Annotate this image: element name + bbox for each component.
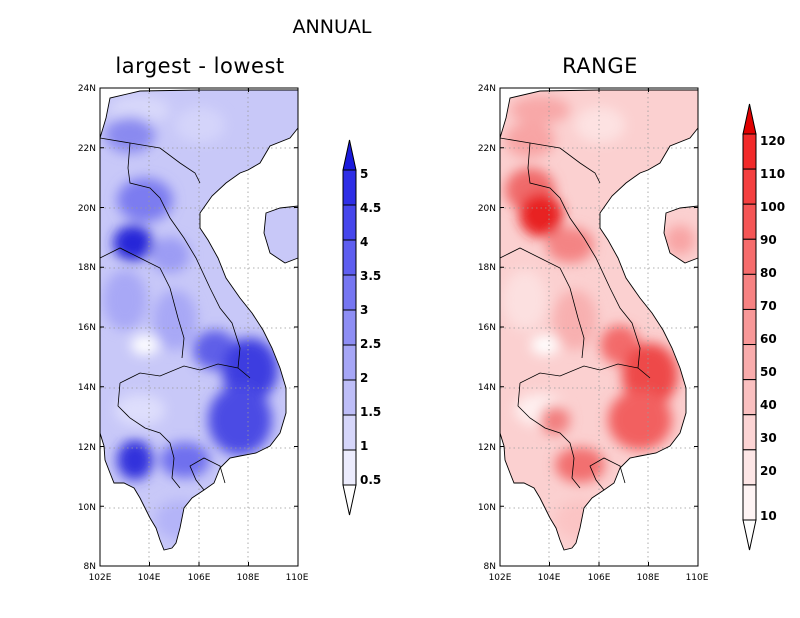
left-map-ticks (99, 87, 299, 567)
colorbar-swatch (342, 379, 357, 416)
left-colorbar-label: 0.5 (360, 473, 381, 487)
left-colorbar (342, 139, 357, 516)
left-lat-label: 22N (78, 144, 96, 154)
right-lon-label: 104E (538, 573, 561, 583)
colorbar-arrow-bottom (342, 484, 357, 516)
right-map-panel: 24N 22N 20N 18N 16N 14N 12N 10N 8N 102E … (478, 84, 785, 583)
right-lat-label: 18N (478, 263, 496, 273)
left-map-borders (99, 137, 251, 491)
right-colorbar-label: 40 (760, 398, 777, 412)
right-colorbar-label: 70 (760, 299, 777, 313)
right-lon-label: 106E (588, 573, 611, 583)
colorbar-swatch (342, 449, 357, 486)
colorbar-swatch (742, 168, 757, 205)
right-map-gridlines (500, 88, 698, 566)
colorbar-swatch (742, 203, 757, 240)
left-lon-label: 106E (188, 573, 211, 583)
left-colorbar-label: 4.5 (360, 201, 381, 215)
colorbar-swatch (742, 308, 757, 346)
left-colorbar-label: 2 (360, 371, 368, 385)
left-lat-label: 14N (78, 383, 96, 393)
right-map-coastline (499, 89, 699, 551)
left-colorbar-label: 3.5 (360, 269, 381, 283)
colorbar-swatch (742, 133, 757, 170)
right-colorbar-label: 80 (760, 266, 777, 280)
colorbar-swatch (342, 169, 357, 206)
left-colorbar-label: 5 (360, 167, 368, 181)
left-lat-label: 24N (78, 84, 96, 94)
left-lat-labels: 24N 22N 20N 18N 16N 14N 12N 10N 8N (78, 84, 96, 572)
colorbar-swatch (742, 344, 757, 381)
left-lat-label: 20N (78, 204, 96, 214)
left-map-coastline (99, 89, 299, 551)
left-lon-label: 108E (237, 573, 260, 583)
right-lat-label: 20N (478, 204, 496, 214)
left-colorbar-label: 3 (360, 303, 368, 317)
colorbar-arrow-bottom (742, 519, 757, 551)
left-colorbar-label: 1.5 (360, 405, 381, 419)
right-lat-label: 8N (484, 562, 496, 572)
right-lat-label: 12N (478, 443, 496, 453)
right-lat-label: 16N (478, 323, 496, 333)
right-panel-title: RANGE (562, 54, 638, 78)
colorbar-swatch (342, 204, 357, 241)
left-lat-label: 18N (78, 263, 96, 273)
left-colorbar-labels: 5 4.5 4 3.5 3 2.5 2 1.5 1 0.5 (360, 167, 381, 487)
left-lat-label: 12N (78, 443, 96, 453)
left-lon-label: 110E (286, 573, 309, 583)
right-lon-label: 102E (489, 573, 512, 583)
left-lon-label: 104E (138, 573, 161, 583)
right-colorbar-label: 50 (760, 365, 777, 379)
colorbar-swatch (342, 274, 357, 311)
right-colorbar-label: 60 (760, 332, 777, 346)
right-map-ticks (499, 87, 699, 567)
right-map-borders (499, 137, 651, 491)
colorbar-swatch (342, 239, 357, 276)
right-colorbar (742, 103, 757, 551)
colorbar-swatch (342, 309, 357, 346)
right-lat-label: 14N (478, 383, 496, 393)
right-colorbar-label: 90 (760, 233, 777, 247)
left-lat-label: 10N (78, 503, 96, 513)
left-lon-label: 102E (89, 573, 112, 583)
right-lat-label: 10N (478, 503, 496, 513)
colorbar-swatch (742, 238, 757, 275)
right-colorbar-label: 20 (760, 464, 777, 478)
left-map-panel: 24N 22N 20N 18N 16N 14N 12N 10N 8N 102E … (78, 84, 381, 583)
colorbar-swatch (742, 449, 757, 486)
left-lat-label: 8N (84, 562, 96, 572)
colorbar-swatch (742, 379, 757, 416)
left-panel-title: largest - lowest (115, 54, 285, 78)
right-lon-label: 108E (637, 573, 660, 583)
colorbar-swatch (742, 484, 757, 521)
right-colorbar-label: 10 (760, 509, 777, 523)
right-colorbar-label: 100 (760, 200, 785, 214)
left-map-gridlines (100, 88, 298, 566)
colorbar-swatch (342, 414, 357, 451)
colorbar-arrow-top (742, 103, 757, 135)
colorbar-arrow-top (342, 139, 357, 171)
main-title: ANNUAL (292, 16, 372, 38)
left-colorbar-label: 4 (360, 235, 368, 249)
right-colorbar-label: 30 (760, 431, 777, 445)
colorbar-swatch (742, 414, 757, 451)
right-colorbar-label: 120 (760, 134, 785, 148)
left-colorbar-label: 2.5 (360, 337, 381, 351)
right-lat-label: 22N (478, 144, 496, 154)
left-lon-labels: 102E 104E 106E 108E 110E (89, 573, 309, 583)
right-lon-label: 110E (686, 573, 709, 583)
right-lat-labels: 24N 22N 20N 18N 16N 14N 12N 10N 8N (478, 84, 496, 572)
colorbar-swatch (342, 344, 357, 381)
right-colorbar-label: 110 (760, 167, 785, 181)
colorbar-swatch (742, 273, 757, 310)
right-lon-labels: 102E 104E 106E 108E 110E (489, 573, 709, 583)
right-lat-label: 24N (478, 84, 496, 94)
left-colorbar-label: 1 (360, 439, 368, 453)
right-colorbar-labels: 120 110 100 90 80 70 60 50 40 30 20 10 (760, 134, 785, 523)
left-lat-label: 16N (78, 323, 96, 333)
